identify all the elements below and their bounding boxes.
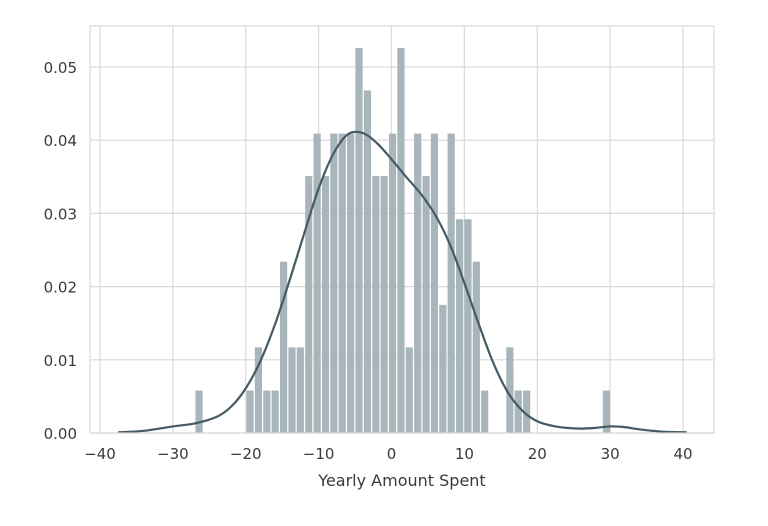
histogram-bar: [355, 47, 363, 434]
histogram-bar: [447, 133, 455, 433]
histogram-bar: [514, 390, 522, 433]
y-tick-label: 0.00: [44, 425, 77, 443]
histogram-bar: [414, 133, 422, 433]
x-tick-label: 30: [601, 445, 620, 463]
histogram-bar: [338, 133, 346, 433]
histogram-bar: [195, 390, 203, 433]
histogram-bar: [422, 176, 430, 433]
x-tick-label: 40: [673, 445, 692, 463]
histogram-bar: [347, 133, 355, 433]
histogram-bar: [481, 390, 489, 433]
histogram-bar: [288, 347, 296, 433]
histogram-bar: [313, 133, 321, 433]
histogram-bar: [439, 304, 447, 433]
y-axis-ticks: 0.00 0.01 0.02 0.03 0.04 0.05: [44, 59, 77, 443]
y-tick-label: 0.05: [44, 59, 77, 77]
histogram-bar: [372, 176, 380, 433]
histogram-bar: [388, 133, 397, 433]
x-tick-label: −10: [303, 445, 335, 463]
histogram-bar: [523, 390, 531, 433]
histogram-bars: [195, 47, 611, 434]
histogram-bar: [380, 176, 388, 433]
histogram-bar: [602, 390, 611, 433]
y-tick-label: 0.04: [44, 132, 77, 150]
y-tick-label: 0.01: [44, 352, 77, 370]
x-tick-label: −30: [157, 445, 189, 463]
x-tick-label: 0: [387, 445, 397, 463]
y-tick-label: 0.02: [44, 279, 77, 297]
histogram-bar: [430, 133, 439, 433]
histogram-bar: [397, 47, 405, 434]
y-tick-label: 0.03: [44, 205, 77, 223]
kde-curve: [118, 130, 687, 434]
x-tick-label: 20: [528, 445, 547, 463]
histogram-bar: [405, 347, 413, 433]
histogram-bar: [271, 390, 279, 433]
histogram-bar: [280, 261, 288, 433]
histogram-bar: [330, 133, 338, 433]
x-tick-label: −20: [230, 445, 262, 463]
x-tick-label: 10: [455, 445, 474, 463]
histogram-bar: [455, 219, 464, 433]
x-axis-ticks: −40 −30 −20 −10 0 10 20 30 40: [84, 445, 692, 463]
x-axis-label: Yearly Amount Spent: [317, 471, 485, 490]
histogram-bar: [363, 90, 371, 433]
histogram-bar: [263, 390, 271, 433]
histogram-bar: [254, 347, 263, 433]
histogram-bar: [296, 347, 304, 433]
histogram-bar: [305, 176, 313, 433]
histogram-bar: [246, 390, 254, 433]
histogram-bar: [321, 176, 330, 433]
histogram-bar: [506, 347, 514, 433]
histogram-bar: [472, 261, 480, 433]
x-tick-label: −40: [84, 445, 116, 463]
histogram-bar: [464, 219, 472, 433]
plot-frame: [89, 25, 715, 434]
